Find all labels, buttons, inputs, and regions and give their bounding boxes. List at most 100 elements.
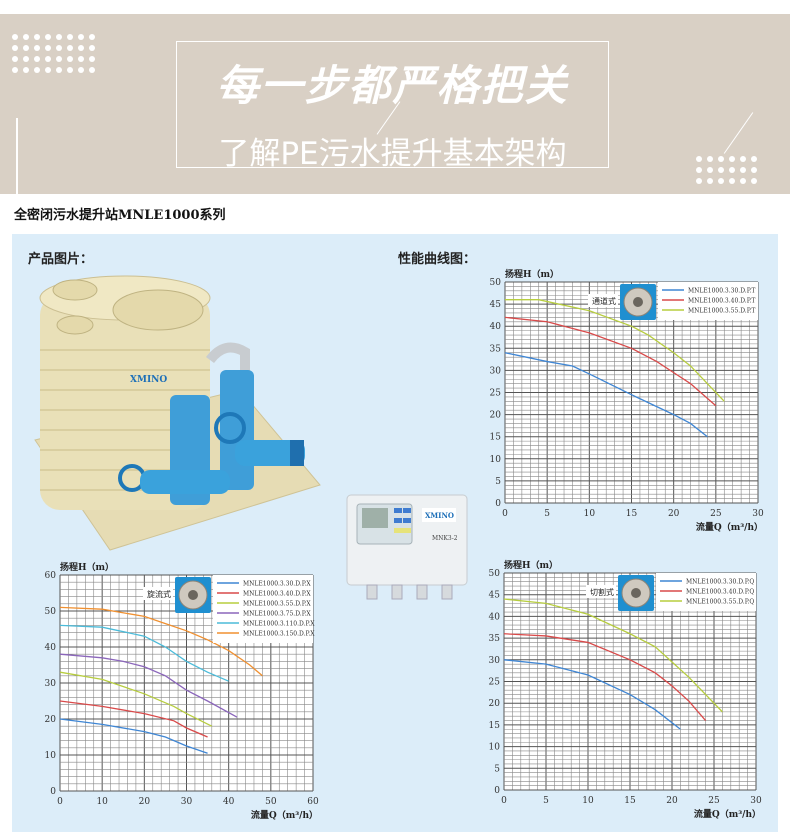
slash-decoration [723,112,754,154]
dot [751,156,757,162]
impeller-type-label: 切割式 [590,587,614,597]
impeller-label-bg [586,585,616,598]
x-tick-label: 60 [307,797,319,807]
dot [45,45,51,51]
y-tick-label: 40 [490,322,502,332]
legend-label: MNLE1000.3.110.D.P.X [243,621,315,628]
dot [56,56,62,62]
x-tick-label: 5 [543,796,549,806]
y-tick-label: 50 [489,569,501,579]
legend-label: MNLE1000.3.40.D.P.T [688,298,755,305]
series-line [504,352,708,438]
dot [45,56,51,62]
dot [89,56,95,62]
svg-text:XMINO: XMINO [130,375,167,385]
legend-label: MNLE1000.3.150.D.P.X [243,631,315,638]
dot [707,178,713,184]
dot [56,67,62,73]
product-image-label: 产品图片： [28,252,94,267]
dot [696,178,702,184]
legend-label: MNLE1000.3.55.D.P.T [688,308,755,315]
series-line [59,671,213,727]
x-tick-label: 30 [181,797,193,807]
dot [707,156,713,162]
y-tick-label: 0 [495,499,501,509]
y-tick-label: 15 [490,433,502,443]
series-line [59,718,208,754]
dot [729,167,735,173]
dot [56,45,62,51]
y-tick-label: 35 [489,634,501,644]
dot [718,178,724,184]
series-line [503,598,723,713]
series-line [59,606,263,677]
dot [78,34,84,40]
dot [12,45,18,51]
dot [12,34,18,40]
y-tick-label: 30 [489,656,501,666]
dot [751,178,757,184]
y-tick-label: 0 [50,787,56,797]
dot [12,56,18,62]
dot [23,34,29,40]
impeller-type-label: 旋流式 [147,589,171,599]
dot [751,167,757,173]
dot [78,67,84,73]
x-tick-label: 40 [223,797,235,807]
dot [23,45,29,51]
dot [740,156,746,162]
dot [78,45,84,51]
y-tick-label: 20 [489,699,501,709]
dot [696,156,702,162]
impeller-hub [633,297,643,307]
dot [67,56,73,62]
y-tick-label: 20 [490,411,502,421]
dot [23,56,29,62]
legend-box [213,575,313,643]
y-tick-label: 15 [489,721,501,731]
dot [729,178,735,184]
dot [34,67,40,73]
y-axis-label: 扬程H（m） [505,268,559,280]
dots-decoration [696,156,757,184]
dot [23,67,29,73]
dot [45,67,51,73]
impeller-type-label: 通道式 [592,296,616,306]
y-tick-label: 40 [45,643,57,653]
dot [89,67,95,73]
series-line [59,653,238,718]
banner-frame [176,41,609,168]
legend-label: MNLE1000.3.55.D.P.Q [686,599,754,606]
y-tick-label: 45 [489,591,501,601]
banner [0,14,790,234]
legend-label: MNLE1000.3.30.D.P.T [688,288,755,295]
y-tick-label: 30 [490,366,502,376]
dot [67,67,73,73]
dot [45,34,51,40]
x-tick-label: 0 [502,509,508,519]
x-tick-label: 50 [265,797,277,807]
brand-logo: XMINO [130,375,167,385]
impeller-label-bg [143,587,173,600]
banner-headline: 每一步都严格把关 [216,61,569,110]
performance-curves-label: 性能曲线图： [398,252,477,267]
x-axis-label: 流量Q（m³/h） [694,808,761,820]
dot [56,34,62,40]
series-line [59,624,229,682]
series-title: 全密闭污水提升站MNLE1000系列 [14,208,226,223]
dot [12,67,18,73]
x-tick-label: 10 [584,509,596,519]
dot [89,34,95,40]
legend-label: MNLE1000.3.40.D.P.Q [686,589,754,596]
dot [34,45,40,51]
x-axis-label: 流量Q（m³/h） [251,809,318,821]
legend-box [656,573,756,611]
x-tick-label: 20 [139,797,151,807]
dot [740,167,746,173]
dot [34,34,40,40]
y-axis-label: 扬程H（m） [60,561,114,573]
legend-label: MNLE1000.3.30.D.P.Q [686,579,754,586]
y-tick-label: 10 [489,743,501,753]
y-tick-label: 10 [490,455,502,465]
